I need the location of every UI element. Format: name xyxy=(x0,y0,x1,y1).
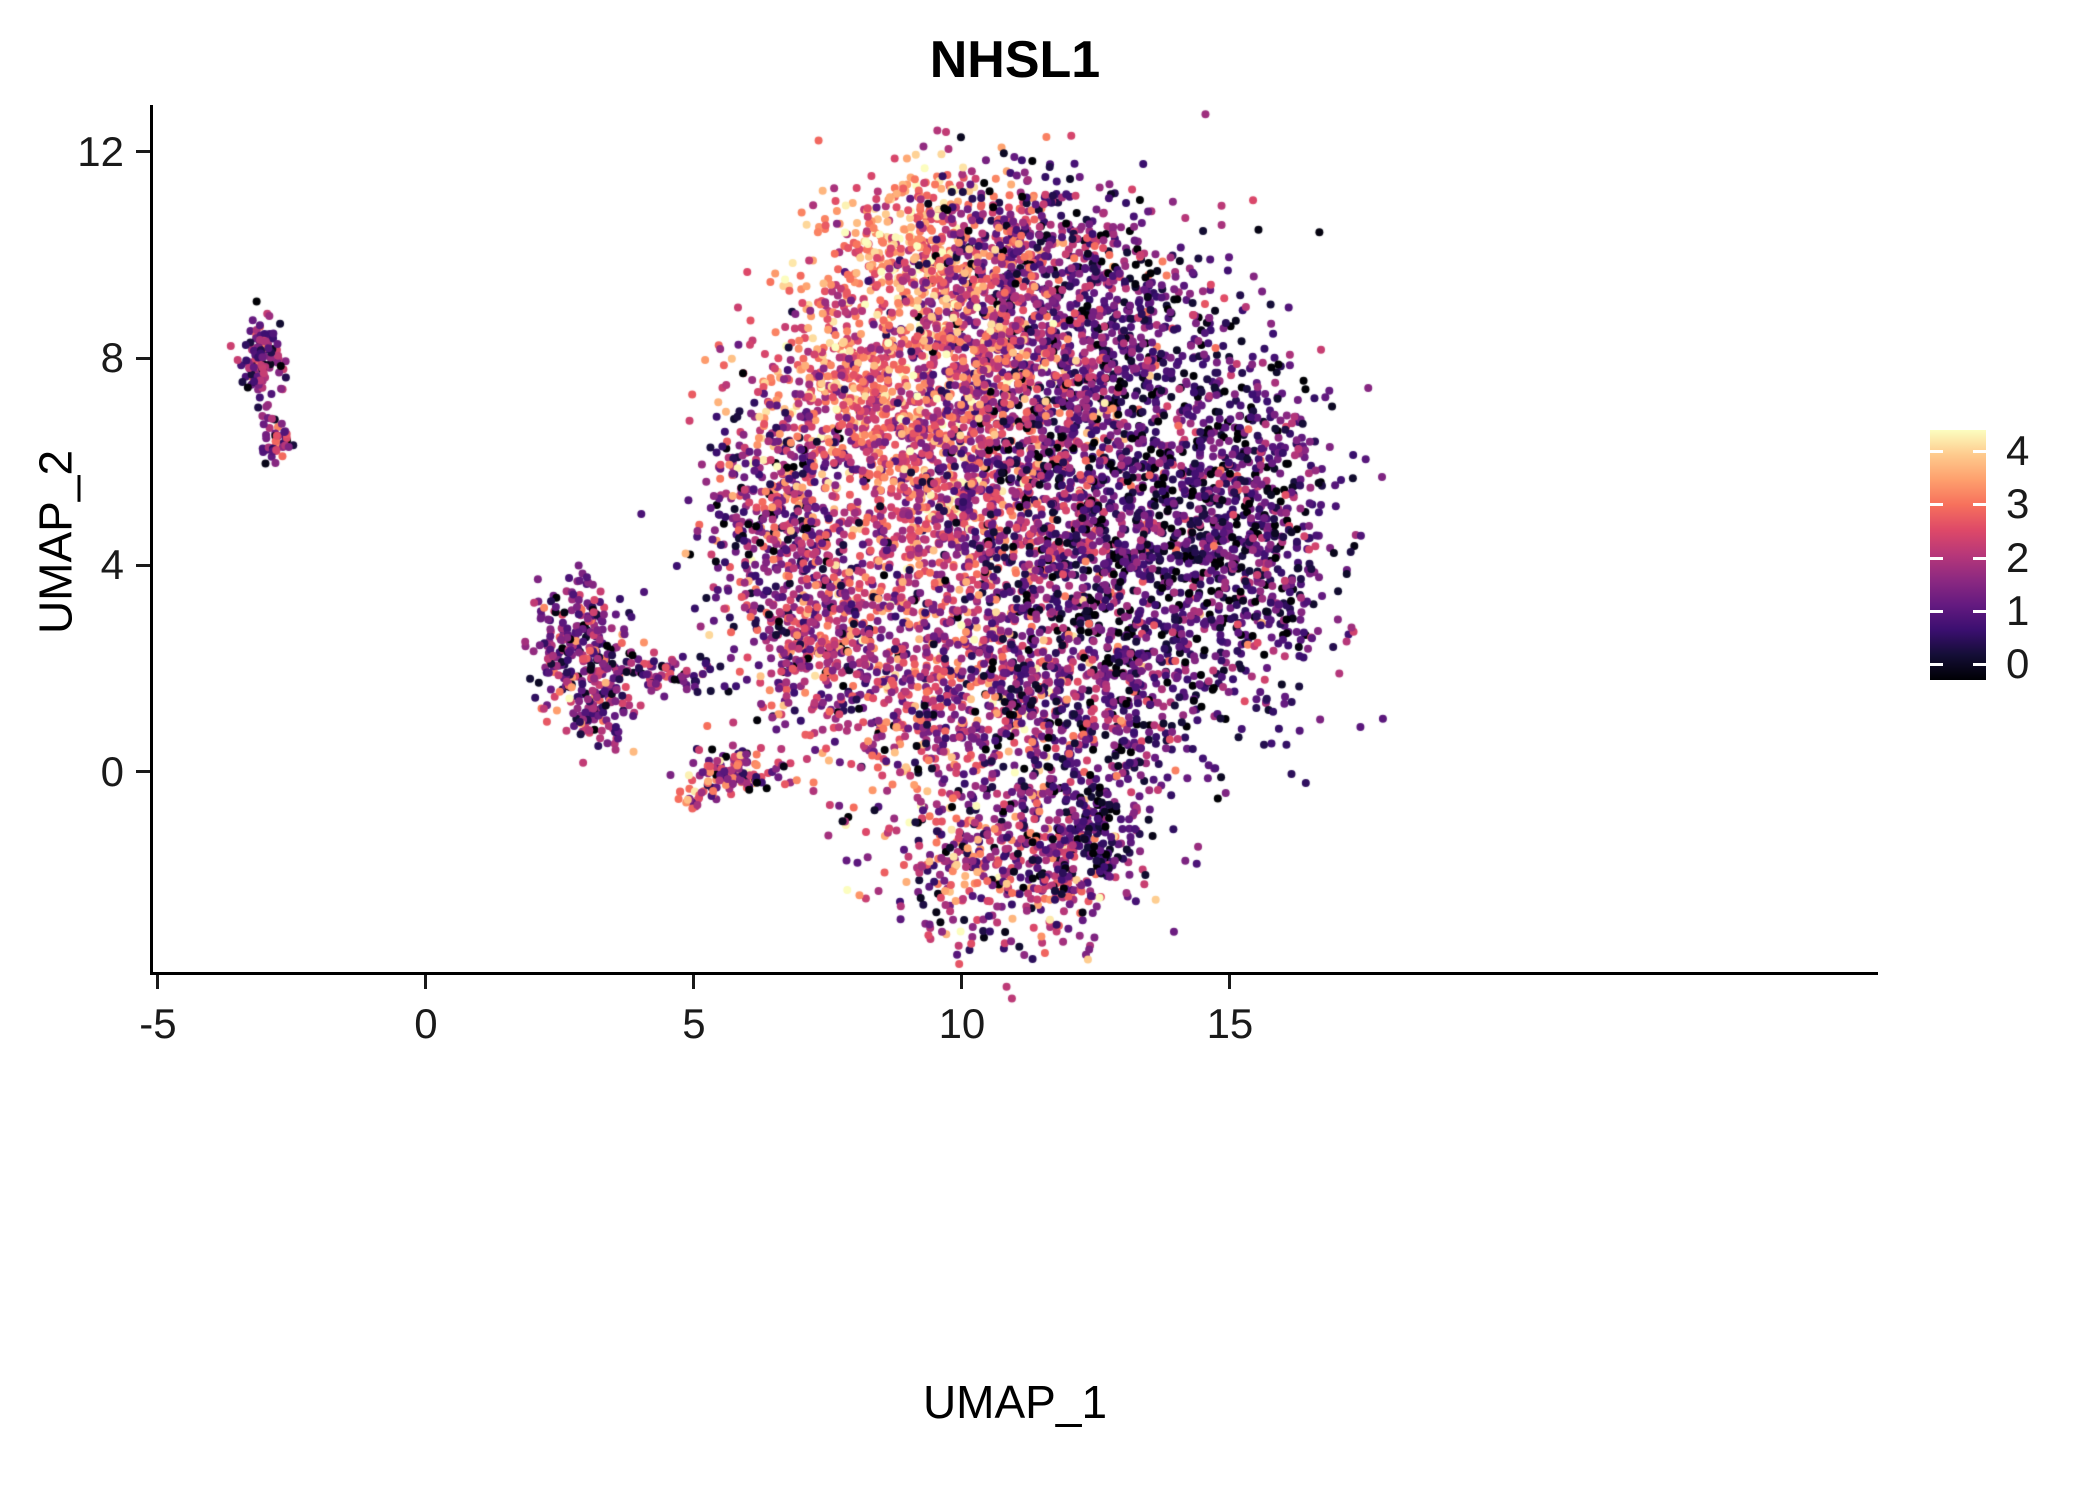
x-tick-mark xyxy=(692,975,696,989)
colorbar-tick xyxy=(1973,609,1986,613)
y-tick-mark xyxy=(136,770,150,774)
colorbar-tick xyxy=(1930,662,1943,666)
y-axis-line xyxy=(150,105,153,975)
y-axis-label: UMAP_2 xyxy=(29,449,82,635)
legend-tick-label: 4 xyxy=(2006,427,2030,474)
colorbar-tick xyxy=(1930,609,1943,613)
x-tick-mark xyxy=(1228,975,1232,989)
expression-colorbar-legend: 4 3 2 1 0 xyxy=(1930,427,2100,690)
x-axis-label: UMAP_1 xyxy=(922,1376,1108,1428)
y-tick-mark xyxy=(136,563,150,567)
y-tick-mark xyxy=(136,150,150,154)
y-tick-label: 12 xyxy=(77,127,124,175)
colorbar-tick xyxy=(1973,502,1986,506)
y-tick-mark xyxy=(136,356,150,360)
x-tick-mark xyxy=(156,975,160,989)
colorbar-tick xyxy=(1930,556,1943,560)
y-tick-label: 8 xyxy=(100,334,124,382)
x-tick-mark xyxy=(424,975,428,989)
colorbar-tick xyxy=(1930,449,1943,453)
x-tick-label: 0 xyxy=(414,1000,438,1047)
y-tick-label: 4 xyxy=(100,541,124,589)
x-tick-label: -5 xyxy=(139,1000,177,1047)
y-tick-label: 0 xyxy=(100,747,124,795)
legend-tick-label: 3 xyxy=(2006,480,2030,527)
x-tick-label: 5 xyxy=(682,1000,706,1047)
x-axis-line xyxy=(150,972,1878,975)
x-tick-label: 10 xyxy=(938,1000,986,1047)
x-tick-mark xyxy=(960,975,964,989)
legend-tick-label: 2 xyxy=(2006,534,2030,581)
colorbar-tick xyxy=(1973,662,1986,666)
chart-title: NHSL1 xyxy=(929,31,1101,89)
colorbar-gradient xyxy=(1930,430,1986,680)
colorbar-tick xyxy=(1930,502,1943,506)
legend-tick-label: 0 xyxy=(2006,640,2030,687)
colorbar-tick xyxy=(1973,556,1986,560)
x-tick-label: 15 xyxy=(1206,1000,1254,1047)
legend-tick-label: 1 xyxy=(2006,587,2030,634)
colorbar-tick xyxy=(1973,449,1986,453)
